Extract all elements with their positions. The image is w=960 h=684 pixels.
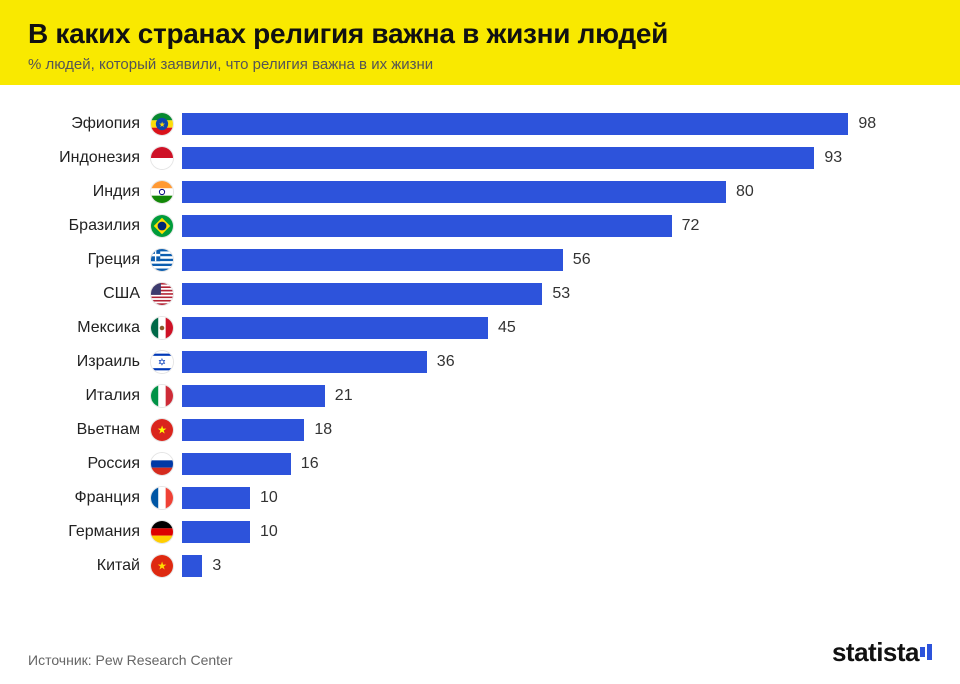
country-label: Вьетнам — [0, 421, 150, 439]
statista-logo: statista — [832, 637, 932, 668]
bar-value: 21 — [335, 387, 353, 405]
svg-text:★: ★ — [157, 425, 167, 437]
bar — [182, 249, 563, 271]
svg-text:★: ★ — [159, 120, 166, 129]
header: В каких странах религия важна в жизни лю… — [0, 0, 960, 85]
france-flag-icon — [150, 486, 174, 510]
country-label: Эфиопия — [0, 115, 150, 133]
chart-row: Греция 56 — [0, 243, 920, 277]
chart-row: Израиль ✡ 36 — [0, 345, 920, 379]
ethiopia-flag-icon: ★ — [150, 112, 174, 136]
bar-container: 18 — [182, 419, 920, 441]
bar-value: 10 — [260, 489, 278, 507]
bar — [182, 453, 291, 475]
bar — [182, 215, 672, 237]
chart-row: Эфиопия ★ 98 — [0, 107, 920, 141]
mexico-flag-icon — [150, 316, 174, 340]
svg-text:★: ★ — [157, 561, 167, 573]
country-label: Греция — [0, 251, 150, 269]
country-label: Индонезия — [0, 149, 150, 167]
chart-row: Мексика 45 — [0, 311, 920, 345]
bar-container: 45 — [182, 317, 920, 339]
country-label: Индия — [0, 183, 150, 201]
brazil-flag-icon — [150, 214, 174, 238]
chart-row: Индонезия 93 — [0, 141, 920, 175]
source-label: Источник: Pew Research Center — [28, 652, 233, 668]
bar-container: 21 — [182, 385, 920, 407]
chart-row: Италия 21 — [0, 379, 920, 413]
bar — [182, 419, 304, 441]
chart-row: Вьетнам ★ 18 — [0, 413, 920, 447]
bar-container: 53 — [182, 283, 920, 305]
bar-value: 16 — [301, 455, 319, 473]
bar-value: 10 — [260, 523, 278, 541]
bar-value: 56 — [573, 251, 591, 269]
chart-subtitle: % людей, который заявили, что религия ва… — [28, 56, 932, 73]
chart-row: Германия 10 — [0, 515, 920, 549]
country-label: Мексика — [0, 319, 150, 337]
bar-value: 18 — [314, 421, 332, 439]
country-label: Италия — [0, 387, 150, 405]
country-label: Россия — [0, 455, 150, 473]
bar-value: 45 — [498, 319, 516, 337]
country-label: Израиль — [0, 353, 150, 371]
bar — [182, 385, 325, 407]
bar-container: 56 — [182, 249, 920, 271]
bar-value: 53 — [552, 285, 570, 303]
bar-container: 36 — [182, 351, 920, 373]
bar — [182, 317, 488, 339]
bar-container: 98 — [182, 113, 920, 135]
usa-flag-icon — [150, 282, 174, 306]
greece-flag-icon — [150, 248, 174, 272]
bar-value: 80 — [736, 183, 754, 201]
bar — [182, 555, 202, 577]
bar-value: 3 — [212, 557, 221, 575]
bar-container: 10 — [182, 521, 920, 543]
india-flag-icon — [150, 180, 174, 204]
bar-container: 3 — [182, 555, 920, 577]
country-label: Китай — [0, 557, 150, 575]
bar — [182, 283, 542, 305]
vietnam-flag-icon: ★ — [150, 418, 174, 442]
chart-title: В каких странах религия важна в жизни лю… — [28, 18, 932, 50]
chart-row: Китай ★ 3 — [0, 549, 920, 583]
russia-flag-icon — [150, 452, 174, 476]
china-flag-icon: ★ — [150, 554, 174, 578]
chart-row: Индия 80 — [0, 175, 920, 209]
bar-value: 98 — [858, 115, 876, 133]
country-label: Бразилия — [0, 217, 150, 235]
bar — [182, 351, 427, 373]
israel-flag-icon: ✡ — [150, 350, 174, 374]
country-label: Франция — [0, 489, 150, 507]
bar — [182, 147, 814, 169]
germany-flag-icon — [150, 520, 174, 544]
bar — [182, 487, 250, 509]
bar-value: 93 — [824, 149, 842, 167]
bar-container: 16 — [182, 453, 920, 475]
bar-container: 80 — [182, 181, 920, 203]
bar — [182, 181, 726, 203]
chart-row: Бразилия 72 — [0, 209, 920, 243]
italy-flag-icon — [150, 384, 174, 408]
chart-area: Эфиопия ★ 98 Индонезия 93 Индия 80 Бразилия 72 Гр… — [0, 85, 960, 583]
bar-value: 36 — [437, 353, 455, 371]
chart-row: Россия 16 — [0, 447, 920, 481]
country-label: Германия — [0, 523, 150, 541]
footer: Источник: Pew Research Center statista — [28, 637, 932, 668]
svg-text:✡: ✡ — [158, 358, 166, 369]
chart-row: США 53 — [0, 277, 920, 311]
bar-container: 10 — [182, 487, 920, 509]
chart-row: Франция 10 — [0, 481, 920, 515]
bar — [182, 113, 848, 135]
bar-container: 72 — [182, 215, 920, 237]
bar-container: 93 — [182, 147, 920, 169]
indonesia-flag-icon — [150, 146, 174, 170]
country-label: США — [0, 285, 150, 303]
bar-value: 72 — [682, 217, 700, 235]
bar — [182, 521, 250, 543]
